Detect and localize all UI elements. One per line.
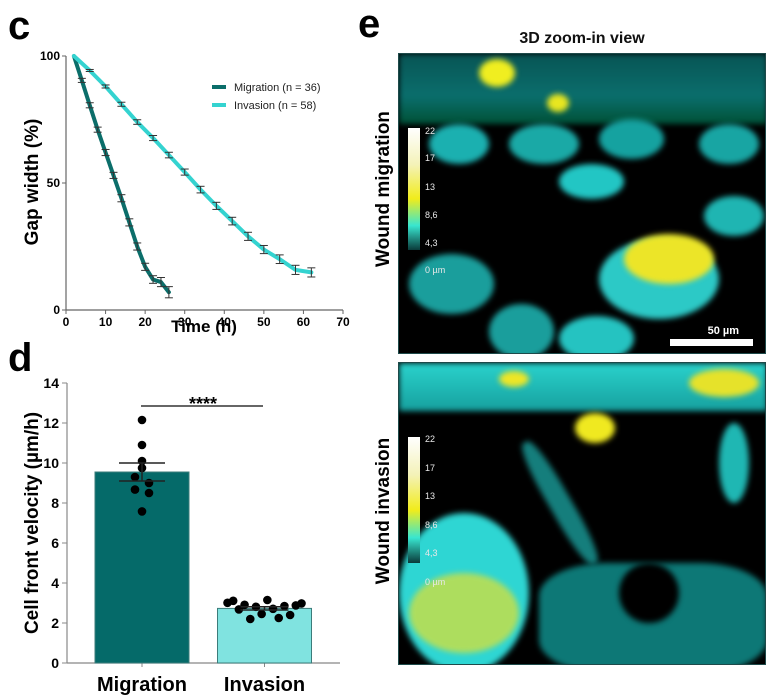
bar-migration — [94, 471, 190, 664]
colorbar-tick: 0 µm — [425, 577, 446, 587]
legend-label: Invasion (n = 58) — [234, 100, 316, 112]
significance-label: **** — [189, 394, 217, 414]
colorbar-tick: 22 — [425, 126, 436, 136]
x-tick-label: 60 — [297, 315, 311, 329]
data-point — [285, 610, 295, 620]
colorbar-tick: 22 — [425, 434, 436, 444]
height-colorbar — [408, 128, 420, 250]
gap-width-line-chart: 0 10 20 30 40 50 60 70 0 50 100 Migration (n = 36)… — [22, 49, 350, 336]
panel-letter-c: c — [8, 4, 31, 48]
x-axis-label: Time (h) — [171, 317, 237, 336]
x-tick-label: Invasion — [224, 674, 305, 696]
data-point — [130, 485, 140, 494]
y-axis-label: Gap width (%) — [22, 119, 43, 246]
colorbar-tick: 4,3 — [425, 548, 438, 558]
y-tick-label: 0 — [51, 655, 59, 671]
data-point — [297, 599, 306, 608]
data-point — [144, 488, 154, 498]
x-tick-label: 70 — [336, 315, 350, 329]
colorbar-tick: 17 — [425, 153, 436, 163]
y-tick-label: 6 — [51, 535, 59, 551]
data-point — [137, 415, 147, 425]
colorbar-tick: 0 µm — [425, 265, 446, 275]
y-tick-label: 50 — [47, 176, 61, 190]
colorbar-tick: 8,6 — [425, 520, 438, 530]
panel-e-title: 3D zoom-in view — [519, 30, 645, 47]
series-line-invasion — [71, 54, 314, 275]
data-point — [257, 609, 266, 619]
row-label-migration: Wound migration — [373, 111, 394, 267]
wound-invasion-3d-image: 22 17 13 8,6 4,3 0 µm — [398, 362, 766, 665]
data-point — [228, 596, 238, 606]
y-tick-label: 10 — [43, 455, 59, 471]
legend-label: Migration (n = 36) — [234, 82, 321, 94]
y-tick-label: 8 — [51, 495, 59, 511]
data-point — [274, 613, 284, 623]
y-tick-label: 2 — [51, 615, 59, 631]
row-label-invasion: Wound invasion — [373, 437, 394, 585]
colorbar-tick: 8,6 — [425, 210, 438, 220]
colorbar-tick: 13 — [425, 491, 436, 501]
x-tick-label: 50 — [257, 315, 271, 329]
colorbar-tick: 13 — [425, 182, 436, 192]
x-tick-label: 30 — [178, 315, 192, 329]
colorbar-tick: 17 — [425, 463, 436, 473]
x-tick-label: 10 — [99, 315, 113, 329]
velocity-bar-chart: 0 2 4 6 8 10 12 14 Migration Invasion Cell front … — [22, 375, 340, 696]
y-axis-label: Cell front velocity (µm/h) — [22, 412, 43, 634]
panel-letter-d: d — [8, 336, 33, 380]
y-tick-label: 12 — [43, 415, 59, 431]
scale-bar — [670, 339, 753, 346]
data-point — [144, 478, 154, 488]
data-point — [245, 614, 255, 624]
data-point — [280, 601, 289, 611]
data-point — [137, 507, 147, 516]
panel-letter-e: e — [358, 2, 381, 46]
colorbar-tick: 4,3 — [425, 238, 438, 248]
wound-migration-3d-image: 22 17 13 8,6 4,3 0 µm 50 µm — [398, 53, 766, 354]
data-point — [137, 440, 147, 450]
y-tick-label: 14 — [43, 375, 59, 391]
data-point — [263, 595, 272, 605]
y-tick-label: 4 — [51, 575, 59, 591]
x-tick-label: 0 — [63, 315, 70, 329]
data-point — [240, 600, 249, 610]
x-tick-label: 40 — [218, 315, 232, 329]
x-tick-label: 20 — [138, 315, 152, 329]
scale-bar-label: 50 µm — [707, 325, 739, 337]
y-tick-label: 100 — [40, 49, 60, 63]
data-point — [268, 604, 278, 614]
data-point — [130, 472, 140, 482]
height-colorbar — [408, 437, 420, 563]
x-tick-label: Migration — [97, 674, 187, 696]
y-tick-label: 0 — [53, 303, 60, 317]
